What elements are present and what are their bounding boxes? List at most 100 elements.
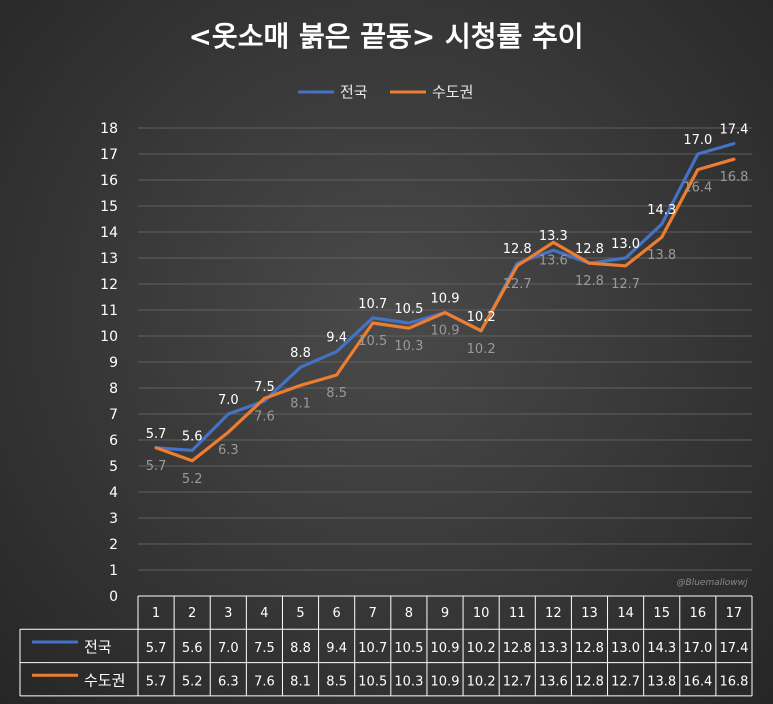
table-category: 14 xyxy=(617,606,634,621)
table-cell: 10.5 xyxy=(394,641,423,656)
data-label-series-1: 13.3 xyxy=(539,229,568,244)
data-label-series-2: 16.8 xyxy=(719,170,748,185)
data-label-series-1: 9.4 xyxy=(326,331,347,346)
table-cell: 8.5 xyxy=(326,674,347,689)
legend-label-1: 전국 xyxy=(340,83,368,101)
y-tick-label: 17 xyxy=(100,147,118,163)
watermark: @Bluemallowwj xyxy=(677,578,748,588)
data-label-series-2: 7.6 xyxy=(254,409,275,424)
y-tick-label: 9 xyxy=(109,355,118,371)
table-cell: 14.3 xyxy=(647,641,676,656)
y-tick-label: 8 xyxy=(109,381,118,397)
table-category: 12 xyxy=(545,606,562,621)
data-label-series-2: 5.7 xyxy=(146,459,167,474)
chart-title: <옷소매 붉은 끝동> 시청률 추이 xyxy=(188,20,583,53)
table-category: 17 xyxy=(726,606,743,621)
table-cell: 10.2 xyxy=(467,641,496,656)
table-cell: 10.2 xyxy=(467,674,496,689)
data-label-series-2: 6.3 xyxy=(218,443,239,458)
table-cell: 8.8 xyxy=(290,641,311,656)
data-label-series-1: 8.8 xyxy=(290,346,311,361)
data-label-series-1: 10.2 xyxy=(467,310,496,325)
y-tick-label: 3 xyxy=(109,511,118,527)
table-cell: 13.0 xyxy=(611,641,640,656)
table-category: 9 xyxy=(441,606,449,621)
y-tick-label: 0 xyxy=(109,589,118,605)
table-series-name: 수도권 xyxy=(84,671,125,689)
data-label-series-2: 13.6 xyxy=(539,253,568,268)
data-labels: 5.7 5.6 7.0 7.5 8.8 9.4 10.7 10.5 10.9 10.2 12.8 13… xyxy=(146,123,749,487)
data-label-series-1: 12.8 xyxy=(575,242,604,257)
y-tick-label: 15 xyxy=(100,199,118,215)
table-cell: 9.4 xyxy=(326,641,347,656)
data-label-series-2: 10.2 xyxy=(467,342,496,357)
data-label-series-1: 17.0 xyxy=(683,133,712,148)
y-tick-label: 14 xyxy=(100,225,118,241)
data-label-series-1: 5.6 xyxy=(182,429,203,444)
table-cell: 10.5 xyxy=(358,674,387,689)
table-cell: 6.3 xyxy=(218,674,239,689)
table-cell: 10.9 xyxy=(431,641,460,656)
series-line-2 xyxy=(154,157,736,463)
y-tick-label: 6 xyxy=(109,433,118,449)
table-category: 8 xyxy=(405,606,413,621)
table-category: 7 xyxy=(369,606,377,621)
table-category: 4 xyxy=(260,606,268,621)
data-label-series-1: 5.7 xyxy=(146,427,167,442)
data-label-series-1: 10.5 xyxy=(394,302,423,317)
data-label-series-1: 14.3 xyxy=(647,203,676,218)
table-cell: 13.3 xyxy=(539,641,568,656)
y-tick-label: 7 xyxy=(109,407,118,423)
y-tick-label: 4 xyxy=(109,485,118,501)
table-cell: 7.0 xyxy=(218,641,239,656)
table-cell: 12.7 xyxy=(503,674,532,689)
data-label-series-1: 7.0 xyxy=(218,393,239,408)
data-label-series-1: 17.4 xyxy=(719,123,748,138)
table-cell: 12.7 xyxy=(611,674,640,689)
table-cell: 7.5 xyxy=(254,641,275,656)
table-series-name: 전국 xyxy=(84,638,112,656)
table-cell: 5.2 xyxy=(182,674,203,689)
table-cell: 5.7 xyxy=(146,674,167,689)
data-label-series-2: 12.8 xyxy=(575,274,604,289)
table-cell: 12.8 xyxy=(503,641,532,656)
plot-lines xyxy=(154,142,736,463)
table-cell: 17.0 xyxy=(683,641,712,656)
data-label-series-2: 10.5 xyxy=(358,334,387,349)
table-category: 6 xyxy=(333,606,341,621)
data-label-series-1: 12.8 xyxy=(503,242,532,257)
y-tick-label: 5 xyxy=(109,459,118,475)
data-label-series-2: 16.4 xyxy=(683,181,712,196)
data-label-series-1: 10.7 xyxy=(358,297,387,312)
y-tick-label: 10 xyxy=(100,329,118,345)
table-cell: 17.4 xyxy=(719,641,748,656)
y-tick-label: 1 xyxy=(109,563,118,579)
y-tick-label: 2 xyxy=(109,537,118,553)
table-cell: 13.8 xyxy=(647,674,676,689)
y-tick-label: 18 xyxy=(100,121,118,137)
y-tick-label: 12 xyxy=(100,277,118,293)
table-category: 13 xyxy=(581,606,598,621)
data-label-series-2: 10.9 xyxy=(431,324,460,339)
table-cell: 12.8 xyxy=(575,674,604,689)
table-cell: 8.1 xyxy=(290,674,311,689)
table-cell: 13.6 xyxy=(539,674,568,689)
table-cell: 12.8 xyxy=(575,641,604,656)
table-category: 3 xyxy=(224,606,232,621)
table-cell: 10.9 xyxy=(431,674,460,689)
table-cell: 5.6 xyxy=(182,641,203,656)
legend-label-2: 수도권 xyxy=(432,83,473,101)
y-tick-label: 13 xyxy=(100,251,118,267)
table-category: 2 xyxy=(188,606,196,621)
table-cell: 16.8 xyxy=(719,674,748,689)
y-tick-label: 11 xyxy=(100,303,118,319)
data-label-series-2: 5.2 xyxy=(182,472,203,487)
table-category: 1 xyxy=(152,606,160,621)
table-cell: 16.4 xyxy=(683,674,712,689)
data-label-series-2: 8.1 xyxy=(290,396,311,411)
data-label-series-1: 13.0 xyxy=(611,237,640,252)
table-cell: 10.3 xyxy=(394,674,423,689)
y-tick-label: 16 xyxy=(100,173,118,189)
data-label-series-2: 12.7 xyxy=(611,277,640,292)
data-label-series-1: 10.9 xyxy=(431,292,460,307)
